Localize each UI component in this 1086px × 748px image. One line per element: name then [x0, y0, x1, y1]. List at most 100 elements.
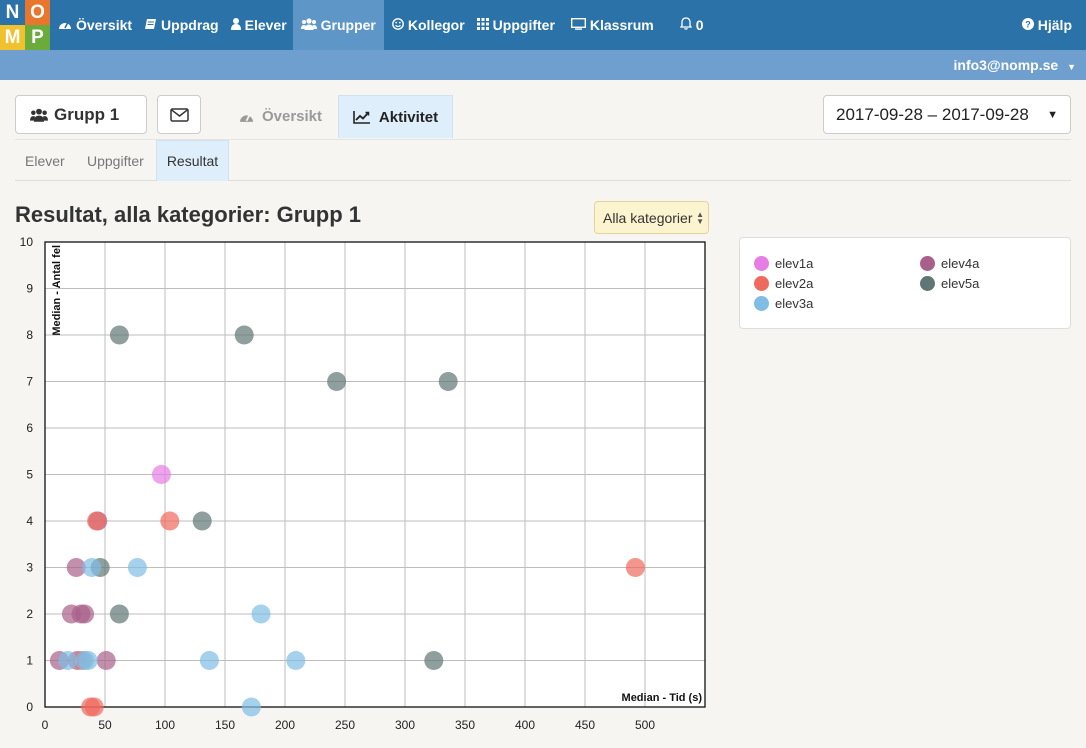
account-email: info3@nomp.se — [953, 57, 1059, 73]
y-tick-label: 6 — [26, 421, 33, 435]
group-button[interactable]: Grupp 1 — [15, 95, 147, 134]
data-point[interactable] — [66, 558, 86, 577]
x-tick-label: 50 — [98, 718, 112, 732]
dashboard-icon — [238, 110, 255, 123]
y-tick-label: 4 — [26, 514, 33, 528]
x-tick-label: 450 — [575, 718, 595, 732]
nav-notifications[interactable]: 0 — [660, 0, 710, 50]
data-point[interactable] — [424, 651, 444, 670]
date-range-picker[interactable]: 2017-09-28 – 2017-09-28 ▼ — [823, 95, 1071, 134]
data-point[interactable] — [109, 604, 129, 624]
y-tick-label: 3 — [26, 561, 33, 575]
caret-down-icon: ▼ — [1047, 109, 1058, 121]
data-point[interactable] — [84, 697, 104, 717]
legend-item[interactable]: elev2a — [754, 276, 813, 291]
message-button[interactable] — [157, 95, 201, 134]
category-select[interactable]: Alla kategorier ▲ ▼ — [594, 201, 709, 234]
plot-border — [44, 241, 706, 708]
line-chart-icon — [353, 110, 371, 124]
nav-uppgifter[interactable]: Uppgifter — [471, 0, 561, 50]
data-point[interactable] — [192, 511, 212, 531]
data-point[interactable] — [151, 465, 171, 484]
nav-label: Kollegor — [407, 17, 465, 33]
data-point[interactable] — [96, 651, 116, 670]
data-point[interactable] — [438, 372, 458, 391]
svg-text:?: ? — [1025, 19, 1031, 29]
legend-label: elev5a — [941, 276, 980, 291]
legend-item[interactable]: elev1a — [754, 256, 813, 271]
legend-item[interactable]: elev4a — [920, 256, 979, 271]
legend-label: elev3a — [775, 296, 814, 311]
users-icon — [300, 17, 317, 33]
group-name: Grupp 1 — [54, 104, 120, 124]
data-point[interactable] — [286, 651, 306, 670]
data-point[interactable] — [199, 651, 219, 670]
nomp-logo[interactable]: N O M P — [0, 0, 50, 50]
x-axis-label: Median - Tid (s) — [622, 692, 703, 704]
monitor-icon — [570, 17, 586, 33]
grid-icon — [476, 17, 489, 33]
tab-aktivitet[interactable]: Aktivitet — [338, 95, 453, 138]
data-point[interactable] — [327, 372, 347, 391]
legend-item[interactable]: elev3a — [754, 296, 813, 311]
help-label: Hjälp — [1037, 17, 1072, 33]
subtab-elever[interactable]: Elever — [25, 152, 65, 169]
chart-legend: elev1a elev4a elev2a elev5a elev3a — [739, 237, 1071, 329]
data-point[interactable] — [241, 697, 261, 717]
y-tick-label: 0 — [26, 700, 33, 714]
data-point[interactable] — [234, 325, 254, 345]
legend-item[interactable]: elev5a — [920, 276, 979, 291]
data-point[interactable] — [58, 651, 78, 670]
nav-klassrum[interactable]: Klassrum — [561, 0, 660, 50]
notification-count: 0 — [695, 17, 704, 33]
y-tick-label: 2 — [26, 607, 33, 621]
subtab-uppgifter[interactable]: Uppgifter — [87, 152, 144, 169]
nav-kollegor[interactable]: Kollegor — [384, 0, 471, 50]
y-tick-label: 9 — [26, 282, 33, 296]
envelope-icon — [169, 107, 189, 122]
tab-oversikt[interactable]: Översikt — [222, 95, 338, 138]
top-navbar: N O M P Översikt Uppdrag Elever Grupper … — [0, 0, 1086, 50]
legend-label: elev4a — [941, 256, 980, 271]
legend-label: elev2a — [775, 276, 814, 291]
legend-label: elev1a — [775, 256, 814, 271]
nav-elever[interactable]: Elever — [225, 0, 293, 50]
data-point[interactable] — [127, 558, 147, 577]
page-title: Resultat, alla kategorier: Grupp 1 — [15, 202, 361, 227]
nav-label: Elever — [244, 17, 287, 33]
x-tick-label: 150 — [215, 718, 235, 732]
y-axis-label: Median - Antal fel — [51, 245, 63, 336]
data-point[interactable] — [87, 511, 107, 531]
category-select-value: Alla kategorier — [603, 209, 693, 226]
data-point[interactable] — [109, 325, 129, 345]
data-point[interactable] — [75, 604, 95, 624]
data-point[interactable] — [78, 651, 98, 670]
users-icon — [30, 108, 48, 122]
y-tick-label: 8 — [26, 328, 33, 342]
nav-label: Översikt — [76, 17, 133, 33]
nav-oversikt[interactable]: Översikt — [50, 0, 138, 50]
nav-grupper[interactable]: Grupper — [292, 0, 384, 50]
subtab-resultat[interactable]: Resultat — [156, 140, 229, 181]
data-point[interactable] — [251, 604, 271, 624]
legend-marker — [754, 276, 769, 291]
dashboard-icon — [58, 18, 72, 33]
x-tick-label: 250 — [335, 718, 355, 732]
data-point[interactable] — [625, 558, 645, 577]
y-tick-label: 1 — [26, 654, 33, 668]
data-point[interactable] — [82, 558, 102, 577]
y-tick-label: 10 — [20, 235, 34, 249]
logo-letter: P — [25, 25, 50, 50]
select-arrows-icon: ▲ ▼ — [696, 210, 704, 226]
legend-marker — [754, 256, 769, 271]
logo-letter: N — [0, 0, 25, 25]
nav-uppdrag[interactable]: Uppdrag — [138, 0, 225, 50]
data-point[interactable] — [160, 511, 180, 531]
nav-label: Uppgifter — [492, 17, 555, 33]
legend-marker — [920, 276, 935, 291]
nav-label: Uppdrag — [161, 17, 219, 33]
help-link[interactable]: ? Hjälp — [1021, 0, 1072, 50]
account-menu[interactable]: info3@nomp.se ▼ — [954, 57, 1076, 73]
date-range-value: 2017-09-28 – 2017-09-28 — [836, 104, 1029, 124]
y-tick-label: 7 — [26, 375, 33, 389]
